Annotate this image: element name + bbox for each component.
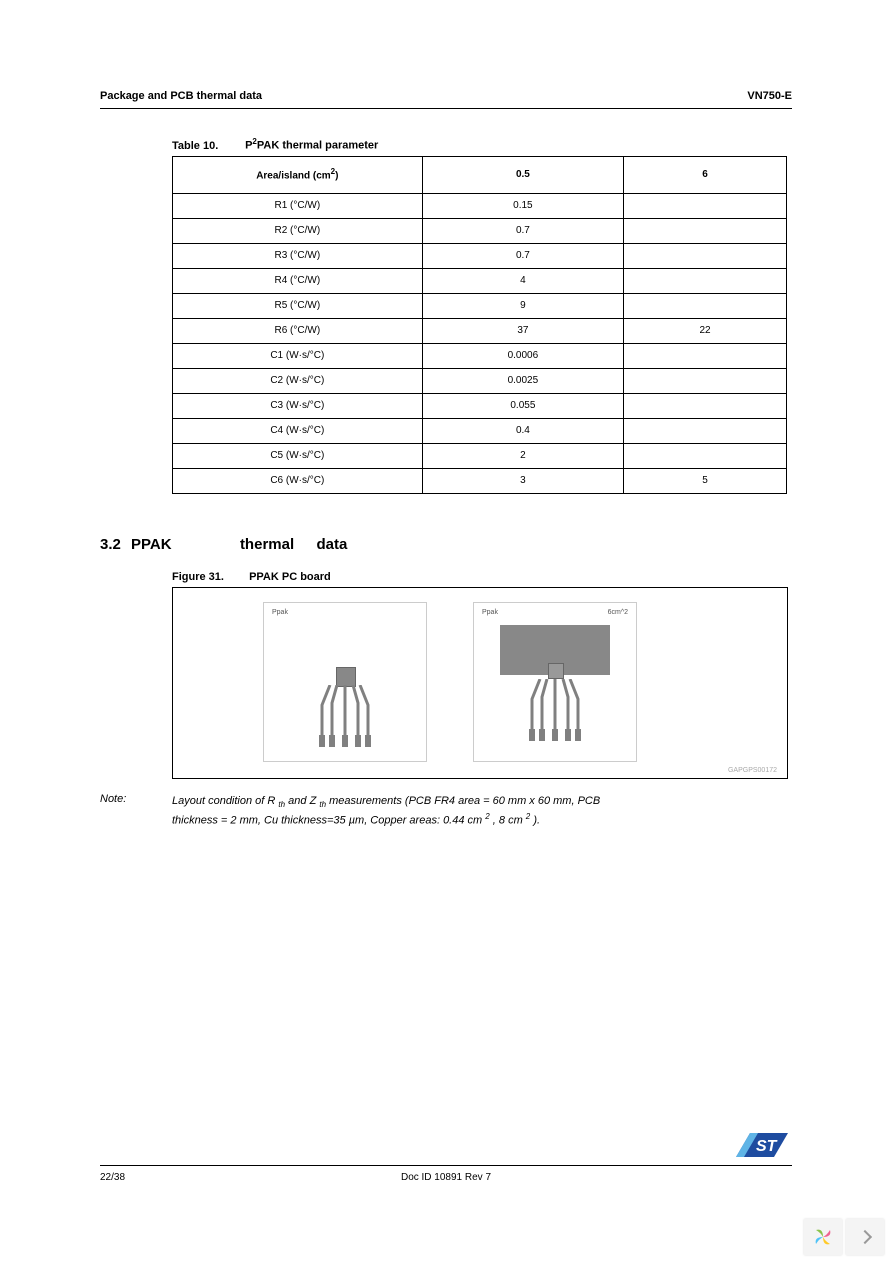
table-row: R6 (°C/W)3722 bbox=[173, 318, 787, 343]
table-row: C3 (W·s/°C)0.055 bbox=[173, 393, 787, 418]
table-row: C6 (W·s/°C)35 bbox=[173, 468, 787, 493]
table-row: C2 (W·s/°C)0.0025 bbox=[173, 368, 787, 393]
page-header: Package and PCB thermal data VN750-E bbox=[100, 90, 792, 109]
page-footer: 22/38 Doc ID 10891 Rev 7 bbox=[100, 1165, 792, 1183]
next-button[interactable] bbox=[846, 1219, 884, 1255]
svg-text:ST: ST bbox=[756, 1138, 778, 1155]
col-header-6: 6 bbox=[624, 156, 787, 193]
table-row: R1 (°C/W)0.15 bbox=[173, 193, 787, 218]
figure-footprint-id: GAPGPS00172 bbox=[728, 767, 777, 774]
table-row: R5 (°C/W)9 bbox=[173, 293, 787, 318]
table-row: R4 (°C/W)4 bbox=[173, 268, 787, 293]
table-10: Area/island (cm2) 0.5 6 R1 (°C/W)0.15 R2… bbox=[172, 156, 787, 494]
panel-left-label: Ppak bbox=[272, 609, 288, 616]
col-header-0p5: 0.5 bbox=[422, 156, 623, 193]
table-row: R2 (°C/W)0.7 bbox=[173, 218, 787, 243]
corner-widgets bbox=[804, 1219, 884, 1255]
table-10-number: Table 10. bbox=[172, 140, 242, 152]
header-left: Package and PCB thermal data bbox=[100, 90, 262, 102]
table-10-title-b: PAK thermal parameter bbox=[257, 140, 378, 152]
figure-31-number: Figure 31. bbox=[172, 571, 246, 583]
footer-doc-id: Doc ID 10891 Rev 7 bbox=[401, 1172, 491, 1183]
figure-31-caption: Figure 31. PPAK PC board bbox=[172, 571, 792, 583]
table-row: C4 (W·s/°C)0.4 bbox=[173, 418, 787, 443]
pcb-panel-right: Ppak 6cm^2 bbox=[473, 602, 637, 762]
section-3-2-heading: 3.2 PPAK thermal data bbox=[100, 536, 792, 553]
chip-icon bbox=[336, 667, 356, 687]
st-logo-icon: ST bbox=[732, 1127, 792, 1167]
table-row: C5 (W·s/°C)2 bbox=[173, 443, 787, 468]
note-block: Note: Layout condition of R th and Z th … bbox=[100, 793, 792, 829]
pcb-panel-left: Ppak bbox=[263, 602, 427, 762]
leads-icon bbox=[310, 685, 380, 755]
section-word-1: PPAK bbox=[131, 536, 172, 553]
section-number: 3.2 bbox=[100, 536, 121, 553]
section-word-3: data bbox=[316, 536, 347, 553]
figure-31-frame: Ppak bbox=[172, 587, 788, 779]
app-launcher-button[interactable] bbox=[804, 1219, 842, 1255]
table-row: Area/island (cm2) 0.5 6 bbox=[173, 156, 787, 193]
figure-31-title: PPAK PC board bbox=[249, 571, 331, 583]
table-row: R3 (°C/W)0.7 bbox=[173, 243, 787, 268]
table-10-block: Table 10. P2PAK thermal parameter Area/i… bbox=[172, 137, 792, 494]
table-10-caption: Table 10. P2PAK thermal parameter bbox=[172, 137, 792, 152]
panel-right-label-left: Ppak bbox=[482, 609, 498, 616]
col-header-area: Area/island (cm2) bbox=[173, 156, 423, 193]
panel-right-label-right: 6cm^2 bbox=[608, 609, 628, 616]
table-row: C1 (W·s/°C)0.0006 bbox=[173, 343, 787, 368]
page-content: Package and PCB thermal data VN750-E Tab… bbox=[0, 0, 892, 1190]
figure-31-block: Figure 31. PPAK PC board Ppak bbox=[172, 571, 792, 779]
footer-page-number: 22/38 bbox=[100, 1172, 125, 1183]
section-word-2: thermal bbox=[240, 536, 294, 553]
note-body: Layout condition of R th and Z th measur… bbox=[172, 793, 600, 829]
header-right: VN750-E bbox=[747, 90, 792, 102]
chevron-right-icon bbox=[858, 1230, 872, 1244]
pinwheel-icon bbox=[812, 1226, 834, 1248]
note-label: Note: bbox=[100, 793, 172, 829]
leads-icon bbox=[520, 679, 590, 749]
chip-icon bbox=[548, 663, 564, 679]
